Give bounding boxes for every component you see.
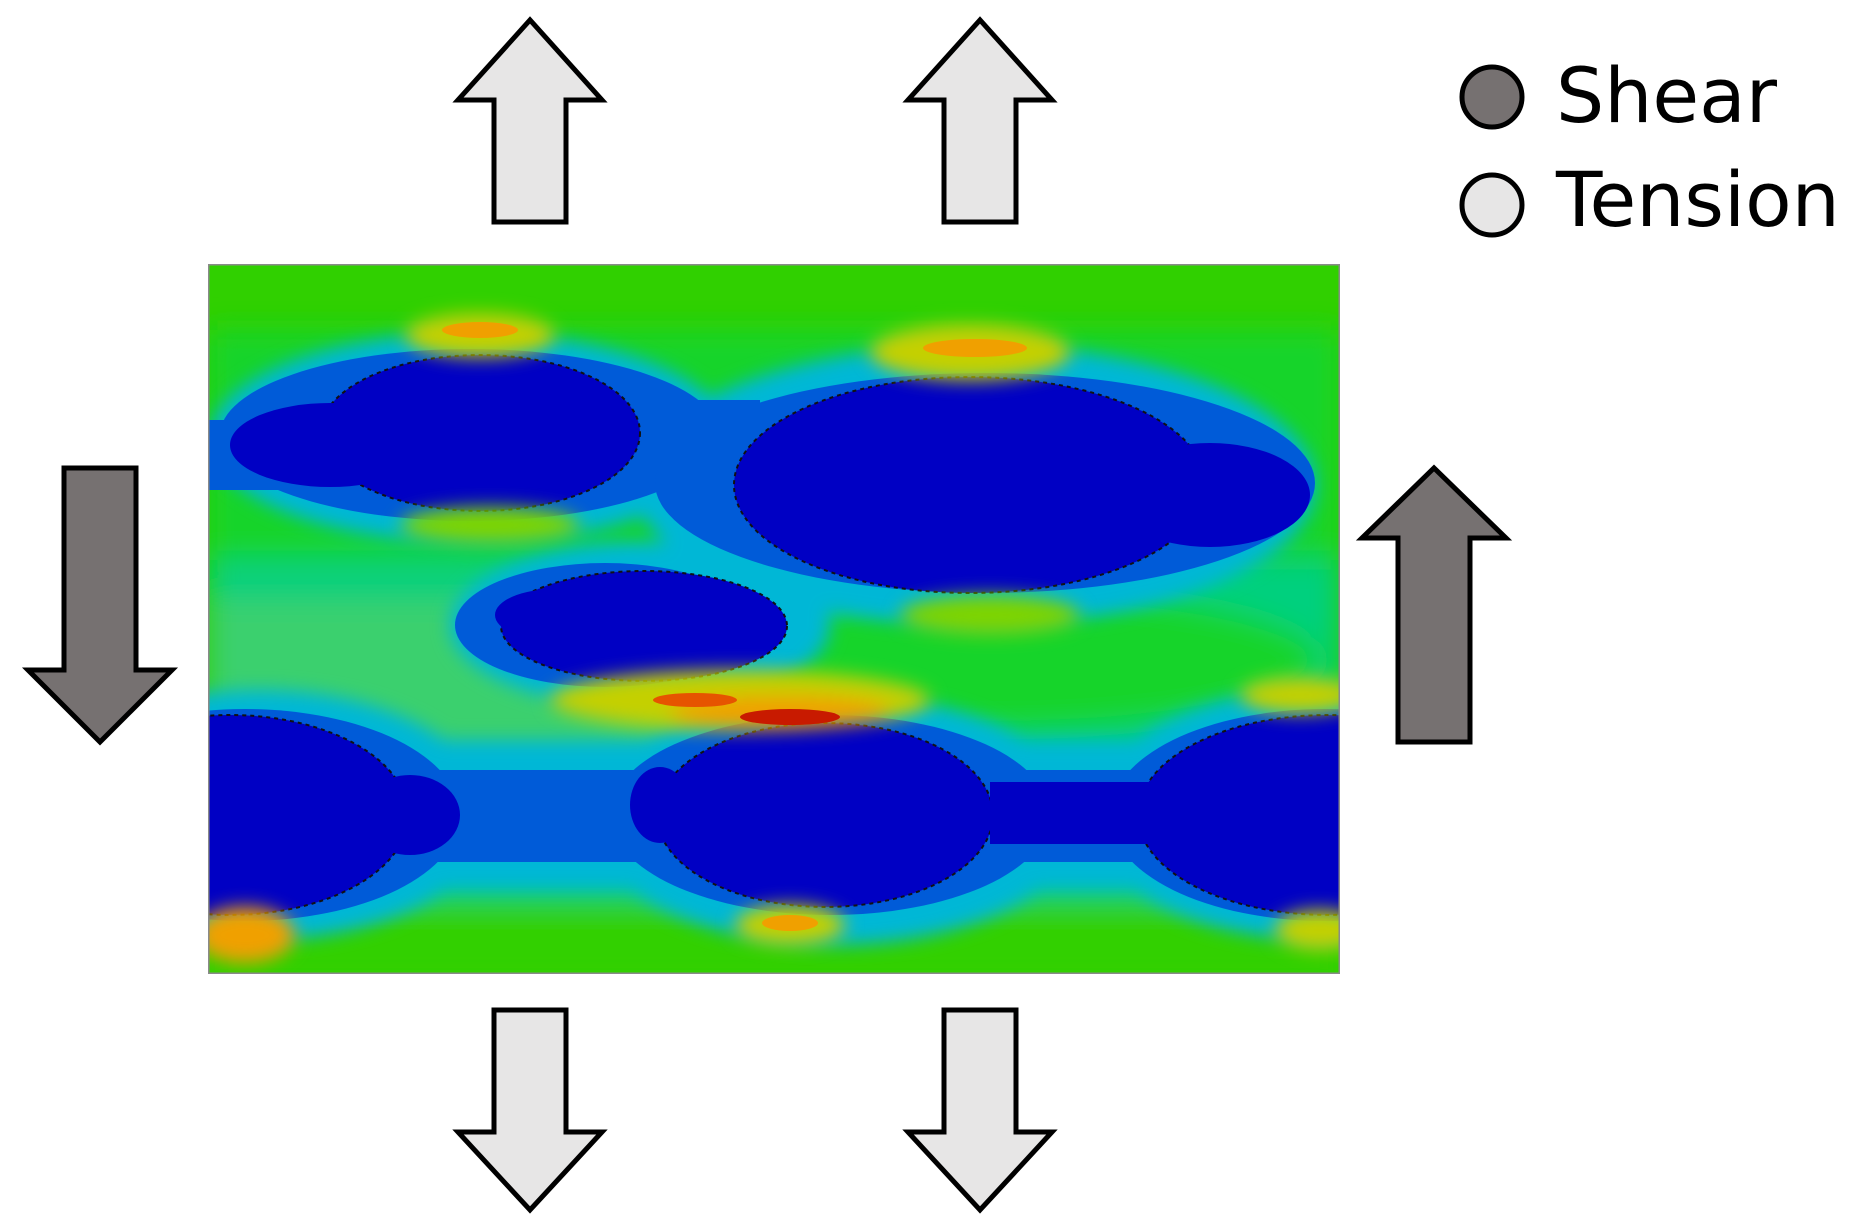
shear-marker-icon [1459,64,1525,130]
legend-item-tension: Tension [1459,155,1840,244]
legend-label-tension: Tension [1555,155,1840,244]
legend-item-shear: Shear [1459,51,1778,140]
shear-arrow-right [1355,464,1513,745]
tension-arrow-bottom-left [452,1007,608,1214]
stress-contour-plot [208,264,1340,974]
shear-arrows [21,464,1513,746]
tension-arrows [452,16,1058,1214]
legend-label-shear: Shear [1556,51,1778,140]
tension-arrow-top-left [452,16,608,225]
tension-marker-icon [1459,172,1525,238]
shear-arrow-left [21,465,179,746]
tension-arrow-bottom-right [902,1007,1058,1214]
legend: Shear Tension [1459,51,1840,244]
tension-arrow-top-right [902,16,1058,225]
